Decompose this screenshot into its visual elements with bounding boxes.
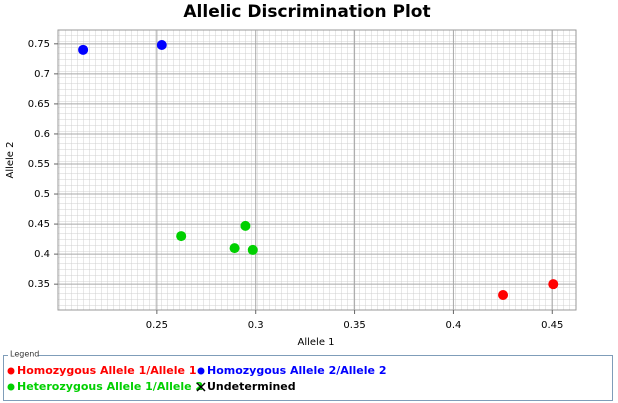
point (156, 40, 167, 51)
legend-marker (7, 367, 15, 375)
legend-label: Undetermined (207, 380, 296, 393)
point (78, 44, 89, 55)
x-tick-label: 0.4 (445, 320, 461, 331)
y-tick-label: 0.55 (28, 159, 50, 170)
legend-label: Homozygous Allele 2/Allele 2 (207, 364, 386, 377)
legend-label: Heterozygous Allele 1/Allele 2 (17, 380, 203, 393)
legend-marker (7, 383, 15, 391)
legend-title-bg (8, 349, 38, 359)
y-tick-label: 0.45 (28, 219, 50, 230)
y-tick-label: 0.4 (34, 249, 50, 260)
y-tick-label: 0.65 (28, 99, 50, 110)
point (498, 289, 509, 300)
y-tick-label: 0.75 (28, 39, 50, 50)
y-tick-label: 0.6 (34, 129, 50, 140)
y-tick-label: 0.7 (34, 69, 50, 80)
legend-title: Legend (10, 350, 39, 359)
legend-marker (197, 367, 205, 375)
chart-title: Allelic Discrimination Plot (183, 2, 430, 22)
x-axis-label: Allele 1 (297, 337, 334, 348)
point (229, 243, 240, 254)
legend-label: Homozygous Allele 1/Allele 1 (17, 364, 196, 377)
x-tick-label: 0.45 (541, 320, 563, 331)
point (176, 231, 187, 242)
point (548, 279, 559, 290)
y-axis-label: Allele 2 (5, 141, 16, 178)
x-tick-label: 0.25 (146, 320, 168, 331)
point (247, 244, 258, 255)
y-tick-label: 0.35 (28, 279, 50, 290)
x-tick-label: 0.35 (343, 320, 365, 331)
plot-area (57, 29, 577, 311)
y-tick-label: 0.5 (34, 189, 50, 200)
point (240, 220, 251, 231)
x-tick-label: 0.3 (248, 320, 264, 331)
legend-marker (196, 382, 206, 392)
legend-box (3, 355, 613, 401)
